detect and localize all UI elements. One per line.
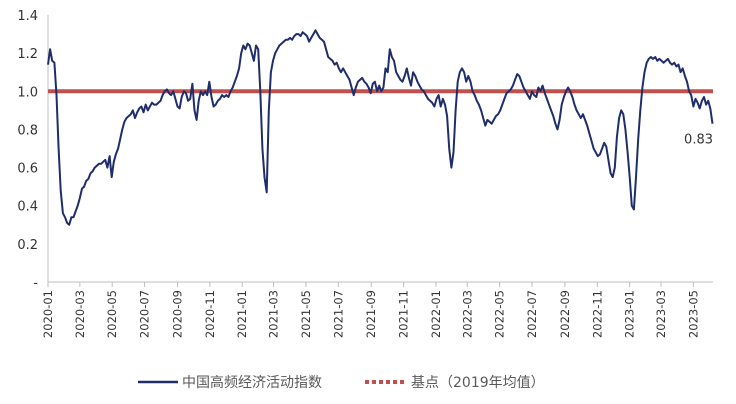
y-tick-label: 1.0 [17,85,38,100]
x-tick-label: 2021-11 [397,290,411,338]
x-tick-label: 2021-07 [331,290,345,338]
x-tick-label: 2021-03 [267,290,281,338]
x-tick-label: 2021-09 [364,290,378,338]
legend-label-baseline: 基点（2019年均值） [411,374,545,391]
x-tick-label: 2021-05 [299,290,313,338]
x-tick-label: 2022-09 [558,290,572,338]
x-tick-label: 2020-11 [203,290,217,338]
y-tick-label: 1.4 [17,9,38,24]
x-tick-label: 2022-01 [429,290,443,338]
x-tick-label: 2022-07 [525,290,539,338]
y-tick-label: - [33,276,38,291]
x-tick-label: 2022-05 [493,290,507,338]
activity-index-series-line [47,29,714,226]
legend-label-activity-index: 中国高频经济活动指数 [182,374,322,391]
annotations: 0.83 [684,133,713,148]
x-tick-label: 2023-05 [686,290,700,338]
y-tick-label: 0.8 [17,123,38,138]
x-axis: 2020-01 2020-03 2020-05 2020-07 2020-09 2020-… [41,281,713,338]
series-layer [47,29,714,226]
x-tick-label: 2020-03 [73,290,87,338]
x-tick-label: 2023-01 [623,290,637,338]
end-value-label: 0.83 [684,133,713,148]
x-tick-label: 2021-01 [235,290,249,338]
y-tick-label: 0.6 [17,162,38,177]
legend: 中国高频经济活动指数 基点（2019年均值） [138,374,545,391]
x-tick-label: 2022-11 [590,290,604,338]
x-tick-label: 2020-07 [138,290,152,338]
x-tick-label: 2022-03 [460,290,474,338]
x-tick-label: 2023-03 [654,290,668,338]
y-tick-label: 0.4 [17,200,38,215]
y-tick-label: 0.2 [17,238,38,253]
x-tick-label: 2020-01 [41,290,55,338]
x-tick-label: 2020-05 [105,290,119,338]
x-tick-label: 2020-09 [170,290,184,338]
y-axis: - 0.2 0.4 0.6 0.8 1.0 1.2 1.4 [17,9,49,291]
y-tick-label: 1.2 [17,47,38,62]
